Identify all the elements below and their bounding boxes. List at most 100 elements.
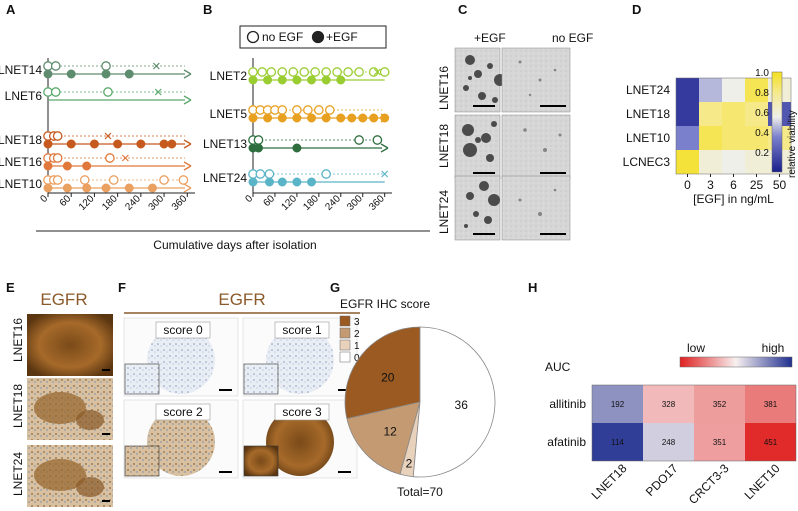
auc-cell	[745, 385, 796, 423]
series-label: LNET6	[5, 89, 43, 103]
point-closed	[253, 143, 263, 153]
point-closed	[264, 177, 274, 187]
heatmap-x-tick-label: 0	[684, 178, 691, 192]
organoid	[462, 124, 474, 136]
legend-open-label: no EGF	[262, 30, 303, 44]
heatmap-cell	[676, 102, 699, 126]
point-closed	[43, 69, 53, 79]
point-closed	[82, 161, 92, 171]
organoid	[478, 92, 486, 100]
e-row-label-lnet24: LNET24	[11, 452, 25, 496]
tissue-region	[76, 477, 104, 497]
x-tick-label: 180	[301, 193, 321, 213]
pie-legend-label: 1	[354, 341, 360, 352]
pie-title: EGFR IHC score	[340, 297, 430, 311]
point-open	[303, 105, 313, 115]
heatmap-h: AUC low high allitinib 192 328 352 381 afatinib 1…	[545, 341, 797, 507]
series-label: LNET18	[0, 133, 42, 147]
tma-inset	[124, 445, 160, 477]
heatmap-cell	[699, 150, 722, 174]
panel-label-g: G	[330, 280, 340, 295]
point-open	[379, 67, 390, 77]
series-label: LNET13	[203, 137, 247, 151]
heatmap-cell	[722, 102, 745, 126]
heatmap-d: LNET24 LNET18 LNET10 LCNEC3 0 3 6 25 50[EGF] in …	[623, 68, 798, 206]
point-open	[52, 175, 63, 185]
point-open	[178, 175, 189, 185]
tissue-region	[34, 392, 86, 424]
organoid	[473, 211, 479, 217]
point-closed	[321, 75, 331, 85]
tissue-images-e	[27, 314, 113, 507]
point-open	[372, 135, 383, 145]
panel-label-a: A	[6, 2, 16, 17]
point-closed	[277, 113, 287, 123]
point-open	[253, 135, 264, 145]
series-label: LNET14	[0, 63, 42, 77]
point-open	[105, 153, 115, 163]
point-closed	[124, 69, 134, 79]
heatmap-row-label: LNET10	[626, 131, 670, 145]
score-label-box	[155, 321, 211, 339]
point-open	[343, 67, 353, 77]
organoid	[468, 76, 472, 80]
auc-cell	[694, 423, 745, 461]
tma-inset	[243, 363, 279, 395]
x-tick-label: 0	[243, 193, 255, 205]
organoid	[491, 121, 497, 127]
score-label: score 3	[282, 405, 322, 419]
organoid	[487, 63, 493, 69]
arrow-head	[380, 143, 389, 153]
organoid	[518, 198, 522, 202]
pie-legend-swatch	[339, 351, 351, 363]
point-open	[299, 67, 310, 77]
auc-col-label: PDO17	[643, 461, 681, 499]
e-row-label-lnet18: LNET18	[11, 384, 25, 428]
auc-col-label: LNET10	[742, 461, 783, 502]
pie-slice-label: 36	[455, 398, 469, 412]
auc-scale-low: low	[687, 341, 705, 355]
c-row-label-lnet18: LNET18	[437, 124, 451, 168]
colorbar-tick-label: 0.6	[755, 108, 769, 119]
point-closed	[66, 139, 76, 149]
point-closed	[248, 113, 258, 123]
legend-closed-marker	[311, 30, 325, 44]
heatmap-cell	[676, 126, 699, 150]
score-label: score 0	[163, 323, 203, 337]
point-closed	[292, 177, 302, 187]
point-closed	[124, 183, 134, 193]
organoid	[474, 70, 482, 78]
point-open	[52, 131, 63, 141]
x-tick-label: 300	[345, 193, 365, 213]
auc-title: AUC	[545, 360, 571, 374]
series-label: LNET24	[203, 171, 247, 185]
point-closed	[336, 75, 346, 85]
tissue-region	[34, 459, 86, 491]
organoid	[538, 212, 542, 216]
organoid	[528, 93, 532, 97]
panel-label-c: C	[458, 2, 468, 17]
colorbar-tick-label: 0.2	[755, 148, 769, 159]
x-tick-label: 360	[170, 193, 190, 213]
heatmap-cell	[699, 78, 722, 102]
point-closed	[62, 183, 72, 193]
point-closed	[380, 113, 390, 123]
heatmap-cell	[745, 150, 768, 174]
auc-cell-value: 248	[662, 438, 676, 447]
point-open	[50, 61, 61, 71]
auc-cell	[745, 423, 796, 461]
point-closed	[248, 177, 258, 187]
organoid	[466, 192, 474, 200]
pie-slice	[344, 326, 421, 420]
c-col-label-egf: +EGF	[474, 31, 506, 45]
point-closed	[292, 143, 302, 153]
point-closed	[147, 183, 157, 193]
point-closed	[62, 161, 72, 171]
heatmap-cell	[745, 126, 768, 150]
auc-row-label: allitinib	[549, 397, 586, 411]
colorbar-tick-label: 0.8	[755, 88, 769, 99]
auc-cell	[643, 385, 694, 423]
auc-cell-value: 381	[764, 400, 778, 409]
